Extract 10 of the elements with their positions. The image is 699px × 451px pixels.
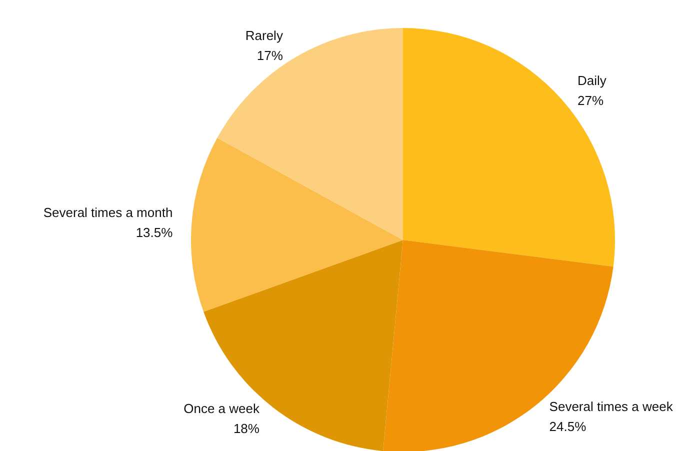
slice-label: Rarely bbox=[245, 28, 284, 43]
data-label: 27% bbox=[578, 93, 604, 108]
data-label: 24.5% bbox=[549, 418, 587, 434]
data-label: 18% bbox=[233, 421, 260, 436]
slice-label: Several times a month bbox=[43, 204, 173, 220]
data-label: 17% bbox=[256, 48, 284, 63]
slice-label: Daily bbox=[578, 73, 607, 88]
slice-label: Once a week bbox=[184, 401, 260, 416]
slice-label: Several times a week bbox=[549, 398, 674, 414]
data-label: 13.5% bbox=[136, 224, 174, 240]
